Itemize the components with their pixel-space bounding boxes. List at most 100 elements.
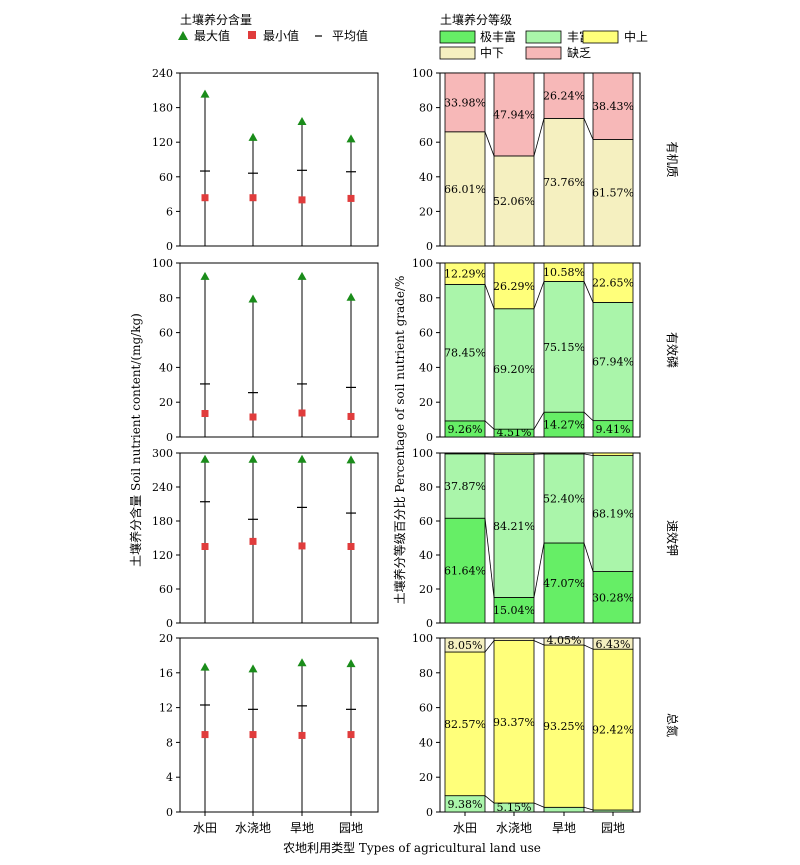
left-category-label: 水浇地 [235, 821, 271, 835]
right-y-tick-label: 100 [412, 67, 433, 80]
right-y-tick-label: 60 [419, 327, 433, 340]
bar-segment-label: 5.15% [497, 801, 532, 814]
left-y-tick-label: 0 [166, 806, 173, 819]
bar-segment [543, 72, 585, 119]
bar-segment-label: 68.19% [592, 508, 634, 521]
bar-segment [543, 637, 585, 646]
right-y-tick-label: 20 [419, 583, 433, 596]
bar-segment-label: 38.43% [592, 100, 634, 113]
left-y-tick-label: 0 [166, 617, 173, 630]
bar-segment [493, 597, 535, 624]
left-y-tick-label: 80 [159, 292, 173, 305]
right-category-label: 水浇地 [496, 821, 532, 835]
y-axis-title-left: 土壤养分含量 Soil nutrient content/(mg/kg) [128, 313, 143, 567]
right-panel-frame [439, 637, 641, 813]
legend-swatch-upper-mid [582, 30, 619, 44]
left-panel-frame [179, 637, 379, 813]
legend-swatch-rich [525, 30, 562, 44]
bar-segment-label: 66.01% [444, 183, 486, 196]
legend-right-title: 土壤养分等级 [440, 12, 512, 27]
bar-segment [543, 281, 585, 413]
bar-segment-label: 10.58% [543, 266, 585, 279]
bar-segment [493, 637, 535, 641]
right-y-tick-label: 100 [412, 447, 433, 460]
bar-segment-label: 37.87% [444, 480, 486, 493]
bar-segment [592, 648, 634, 811]
bar-segment-label: 26.24% [543, 90, 585, 103]
min-marker [298, 731, 306, 739]
legend-left: 土壤养分含量 最大值 最小值 平均值 [178, 12, 368, 43]
right-y-tick-label: 60 [419, 515, 433, 528]
right-y-tick-label: 0 [426, 617, 433, 630]
bar-segment [592, 302, 634, 422]
left-y-tick-label: 240 [152, 481, 173, 494]
bar-segment-label: 84.21% [493, 520, 535, 533]
bar-segment-label: 9.41% [596, 423, 631, 436]
right-y-tick-label: 100 [412, 632, 433, 645]
bar-segment-label: 93.37% [493, 716, 535, 729]
legend-left-title: 土壤养分含量 [180, 12, 252, 27]
left-y-tick-label: 120 [152, 136, 173, 149]
bar-connector [484, 420, 495, 430]
x-axis-title: 农地利用类型 Types of agricultural land use [283, 841, 541, 855]
bar-segment [592, 571, 634, 624]
left-panel-frame [179, 262, 379, 438]
bar-segment-label: 30.28% [592, 591, 634, 604]
bar-segment [493, 262, 535, 310]
nutrient-label: 有效磷 [665, 332, 680, 368]
min-marker [298, 196, 306, 204]
max-marker [346, 292, 356, 301]
legend-mean-label: 平均值 [332, 28, 368, 43]
bar-segment [493, 640, 535, 804]
max-marker [297, 454, 307, 463]
right-y-tick-label: 80 [419, 481, 433, 494]
min-marker [249, 194, 257, 202]
legend-label-upper-mid: 中上 [624, 29, 648, 44]
bar-segment-label: 4.05% [547, 634, 582, 647]
bar-segment [493, 453, 535, 598]
right-category-label: 旱地 [552, 821, 576, 835]
bar-connector [533, 411, 545, 430]
left-y-tick-label: 60 [159, 171, 173, 184]
bar-segment-label: 92.42% [592, 724, 634, 737]
bar-connector [533, 542, 545, 598]
bar-segment [543, 644, 585, 808]
right-y-tick-label: 60 [419, 702, 433, 715]
right-y-tick-label: 100 [412, 257, 433, 270]
left-y-tick-label: 240 [152, 67, 173, 80]
bar-segment-label: 12.29% [444, 268, 486, 281]
right-y-tick-label: 60 [419, 136, 433, 149]
bar-segment [493, 452, 535, 455]
bar-segment [543, 452, 585, 455]
bar-segment [493, 308, 535, 430]
bar-connector [533, 118, 545, 157]
bar-connector [484, 640, 495, 653]
legend-label-very-rich: 极丰富 [480, 29, 516, 44]
bar-segment [444, 517, 486, 624]
min-marker [347, 543, 355, 550]
legend-swatch-deficient [525, 46, 562, 60]
legend-right: 土壤养分等级 极丰富 丰富 中上 中下 缺乏 [439, 12, 648, 60]
left-category-label: 旱地 [290, 821, 314, 835]
bar-segment [543, 542, 585, 624]
bar-connector [484, 518, 495, 598]
left-category-label: 水田 [193, 821, 217, 835]
bar-segment-label: 78.45% [444, 347, 486, 360]
right-panel-frame [439, 452, 641, 624]
max-marker [200, 454, 210, 463]
bar-segment [444, 72, 486, 133]
max-marker [297, 117, 307, 126]
min-marker [201, 543, 209, 550]
bar-connector [533, 802, 545, 808]
max-marker [200, 89, 210, 98]
nutrient-label: 有机质 [665, 141, 679, 177]
bar-segment-label: 8.05% [448, 639, 483, 652]
bar-connector [583, 806, 594, 811]
min-marker [249, 537, 257, 545]
right-panel-frame [439, 72, 641, 247]
legend-swatch-very-rich [439, 30, 476, 44]
bar-segment [592, 455, 634, 572]
bar-segment-label: 93.25% [543, 720, 585, 733]
bar-segment [592, 139, 634, 247]
bar-connector [583, 453, 594, 456]
